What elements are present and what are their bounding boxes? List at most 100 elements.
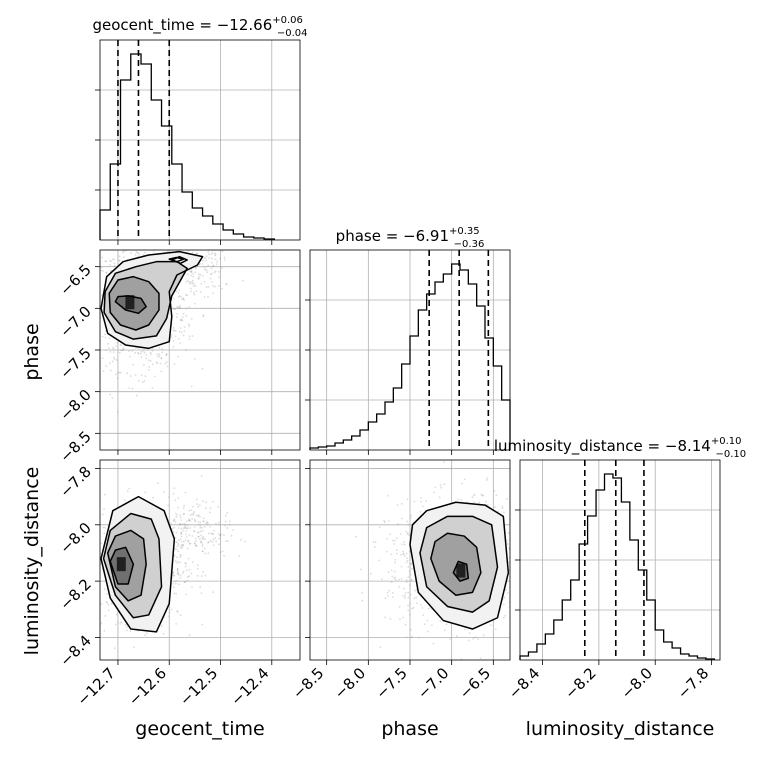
pair-geocent-time-vs-phase-sample-point — [188, 335, 191, 338]
pair-geocent-time-vs-phase-sample-point — [121, 251, 124, 254]
pair-phase-vs-luminosity-distance-sample-point — [516, 546, 518, 548]
pair-geocent-time-vs-luminosity-distance-sample-point — [191, 561, 194, 563]
pair-phase-vs-luminosity-distance-sample-point — [443, 483, 446, 486]
pair-geocent-time-vs-phase-sample-point — [188, 245, 190, 247]
pair-geocent-time-vs-phase-sample-point — [203, 281, 206, 283]
pair-phase-vs-luminosity-distance-sample-point — [504, 614, 507, 617]
pair-geocent-time-vs-luminosity-distance-sample-point — [97, 574, 99, 576]
pair-geocent-time-vs-phase-sample-point — [223, 256, 226, 259]
pair-phase-vs-luminosity-distance-sample-point — [384, 597, 387, 600]
pair-geocent-time-vs-luminosity-distance-sample-point — [177, 560, 180, 563]
pair-geocent-time-vs-luminosity-distance-sample-point — [92, 549, 94, 551]
pair-geocent-time-vs-luminosity-distance-sample-point — [192, 514, 195, 516]
pair-geocent-time-vs-luminosity-distance-sample-point — [186, 579, 189, 582]
pair-geocent-time-vs-luminosity-distance-sample-point — [97, 565, 99, 567]
pair-geocent-time-vs-phase-sample-point — [206, 236, 208, 238]
pair-phase-vs-luminosity-distance-sample-point — [448, 637, 451, 640]
pair-phase-vs-luminosity-distance-sample-point — [531, 537, 533, 539]
pair-geocent-time-vs-luminosity-distance-sample-point — [197, 523, 200, 526]
pair-geocent-time-vs-luminosity-distance-sample-point — [188, 568, 191, 571]
pair-geocent-time-vs-phase-sample-point — [134, 352, 136, 354]
pair-geocent-time-vs-phase-sample-point — [137, 251, 139, 254]
pair-geocent-time-vs-luminosity-distance-sample-point — [105, 600, 108, 603]
pair-geocent-time-vs-luminosity-distance-sample-point — [175, 516, 178, 518]
pair-phase-vs-luminosity-distance-sample-point — [477, 638, 479, 640]
pair-geocent-time-vs-luminosity-distance-sample-point — [188, 634, 191, 637]
pair-geocent-time-vs-phase-sample-point — [62, 270, 64, 272]
pair-geocent-time-vs-luminosity-distance-sample-point — [207, 552, 210, 555]
pair-phase-vs-luminosity-distance-sample-point — [387, 571, 390, 573]
pair-phase-vs-luminosity-distance-sample-point — [405, 636, 408, 639]
pair-geocent-time-vs-phase-sample-point — [185, 241, 187, 243]
pair-geocent-time-vs-luminosity-distance-sample-point — [172, 574, 175, 577]
pair-phase-vs-luminosity-distance-sample-point — [514, 546, 516, 548]
pair-geocent-time-vs-luminosity-distance-sample-point — [213, 529, 216, 532]
pair-phase-vs-luminosity-distance-sample-point — [410, 563, 412, 565]
pair-geocent-time-vs-phase-sample-point — [108, 337, 111, 340]
pair-geocent-time-vs-phase-sample-point — [199, 243, 201, 245]
pair-phase-vs-luminosity-distance-sample-point — [379, 646, 382, 649]
pair-geocent-time-vs-luminosity-distance-sample-point — [201, 529, 204, 532]
pair-geocent-time-vs-phase-sample-point — [174, 308, 176, 311]
pair-phase-vs-luminosity-distance-sample-point — [512, 541, 514, 543]
pair-geocent-time-vs-phase-sample-point — [112, 356, 115, 359]
pair-geocent-time-vs-phase-sample-point — [143, 349, 145, 352]
pair-geocent-time-vs-phase-sample-point — [177, 296, 180, 298]
ylabel-phase: phase — [21, 323, 43, 380]
pair-geocent-time-vs-luminosity-distance-sample-point — [104, 526, 106, 529]
pair-geocent-time-vs-luminosity-distance-sample-point — [224, 524, 226, 527]
pair-phase-vs-luminosity-distance-sample-point — [474, 493, 476, 496]
pair-phase-vs-luminosity-distance-sample-point — [506, 498, 509, 500]
pair-geocent-time-vs-luminosity-distance-sample-point — [188, 575, 190, 578]
pair-phase-vs-luminosity-distance-sample-point — [501, 505, 504, 508]
pair-geocent-time-vs-luminosity-distance-plot-area — [92, 475, 246, 650]
pair-geocent-time-vs-phase-sample-point — [158, 355, 161, 358]
pair-geocent-time-vs-luminosity-distance-sample-point — [98, 538, 100, 540]
pair-phase-vs-luminosity-distance-sample-point — [482, 634, 485, 637]
pair-geocent-time-vs-luminosity-distance-sample-point — [214, 522, 217, 525]
pair-geocent-time-vs-phase-sample-point — [188, 306, 191, 309]
pair-geocent-time-vs-phase-sample-point — [123, 245, 125, 247]
pair-phase-vs-luminosity-distance-sample-point — [410, 514, 413, 517]
pair-geocent-time-vs-phase-sample-point — [172, 339, 175, 342]
hist-phase-bars — [309, 263, 511, 450]
pair-geocent-time-vs-phase-sample-point — [208, 257, 211, 259]
pair-geocent-time-vs-phase-sample-point — [207, 242, 209, 244]
pair-phase-vs-luminosity-distance-sample-point — [374, 541, 377, 544]
pair-geocent-time-vs-phase-sample-point — [215, 263, 218, 266]
pair-geocent-time-vs-luminosity-distance-sample-point — [175, 541, 178, 544]
pair-geocent-time-vs-luminosity-distance-sample-point — [92, 609, 94, 611]
pair-geocent-time-vs-luminosity-distance-sample-point — [110, 602, 113, 605]
pair-geocent-time-vs-luminosity-distance-sample-point — [179, 538, 182, 540]
pair-geocent-time-vs-phase-sample-point — [161, 242, 163, 244]
pair-phase-vs-luminosity-distance-sample-point — [523, 535, 525, 537]
pair-phase-vs-luminosity-distance-sample-point — [438, 496, 441, 499]
pair-geocent-time-vs-phase-sample-point — [160, 233, 162, 235]
pair-geocent-time-vs-phase-sample-point — [242, 241, 244, 243]
pair-geocent-time-vs-phase-sample-point — [93, 308, 95, 310]
pair-geocent-time-vs-phase-sample-point — [189, 287, 192, 290]
pair-geocent-time-vs-luminosity-distance-sample-point — [197, 505, 200, 508]
pair-geocent-time-vs-phase-sample-point — [122, 256, 125, 258]
pair-geocent-time-vs-luminosity-distance-sample-point — [226, 540, 229, 542]
pair-phase-vs-luminosity-distance-sample-point — [522, 505, 524, 507]
pair-geocent-time-vs-luminosity-distance-sample-point — [239, 538, 242, 541]
pair-geocent-time-vs-luminosity-distance-sample-point — [179, 554, 182, 557]
pair-geocent-time-vs-phase-sample-point — [207, 264, 210, 267]
pair-geocent-time-vs-phase-sample-point — [119, 343, 122, 346]
pair-phase-vs-luminosity-distance-sample-point — [406, 559, 409, 562]
pair-geocent-time-vs-phase-sample-point — [165, 243, 167, 245]
pair-geocent-time-vs-phase-sample-point — [190, 270, 193, 273]
pair-geocent-time-vs-luminosity-distance-sample-point — [208, 511, 211, 514]
pair-geocent-time-vs-luminosity-distance-sample-point — [201, 623, 204, 626]
pair-geocent-time-vs-phase-sample-point — [185, 307, 188, 310]
pair-geocent-time-vs-phase-sample-point — [149, 353, 152, 356]
pair-geocent-time-vs-luminosity-distance-sample-point — [202, 520, 205, 523]
pair-geocent-time-vs-luminosity-distance-sample-point — [177, 543, 180, 546]
pair-phase-vs-luminosity-distance-sample-point — [516, 552, 518, 554]
pair-geocent-time-vs-phase-sample-point — [131, 349, 134, 352]
pair-geocent-time-vs-luminosity-distance-sample-point — [212, 538, 215, 541]
pair-geocent-time-vs-phase-sample-point — [223, 235, 225, 237]
pair-geocent-time-vs-luminosity-distance-sample-point — [157, 482, 159, 484]
pair-geocent-time-vs-luminosity-distance-sample-point — [180, 540, 183, 543]
